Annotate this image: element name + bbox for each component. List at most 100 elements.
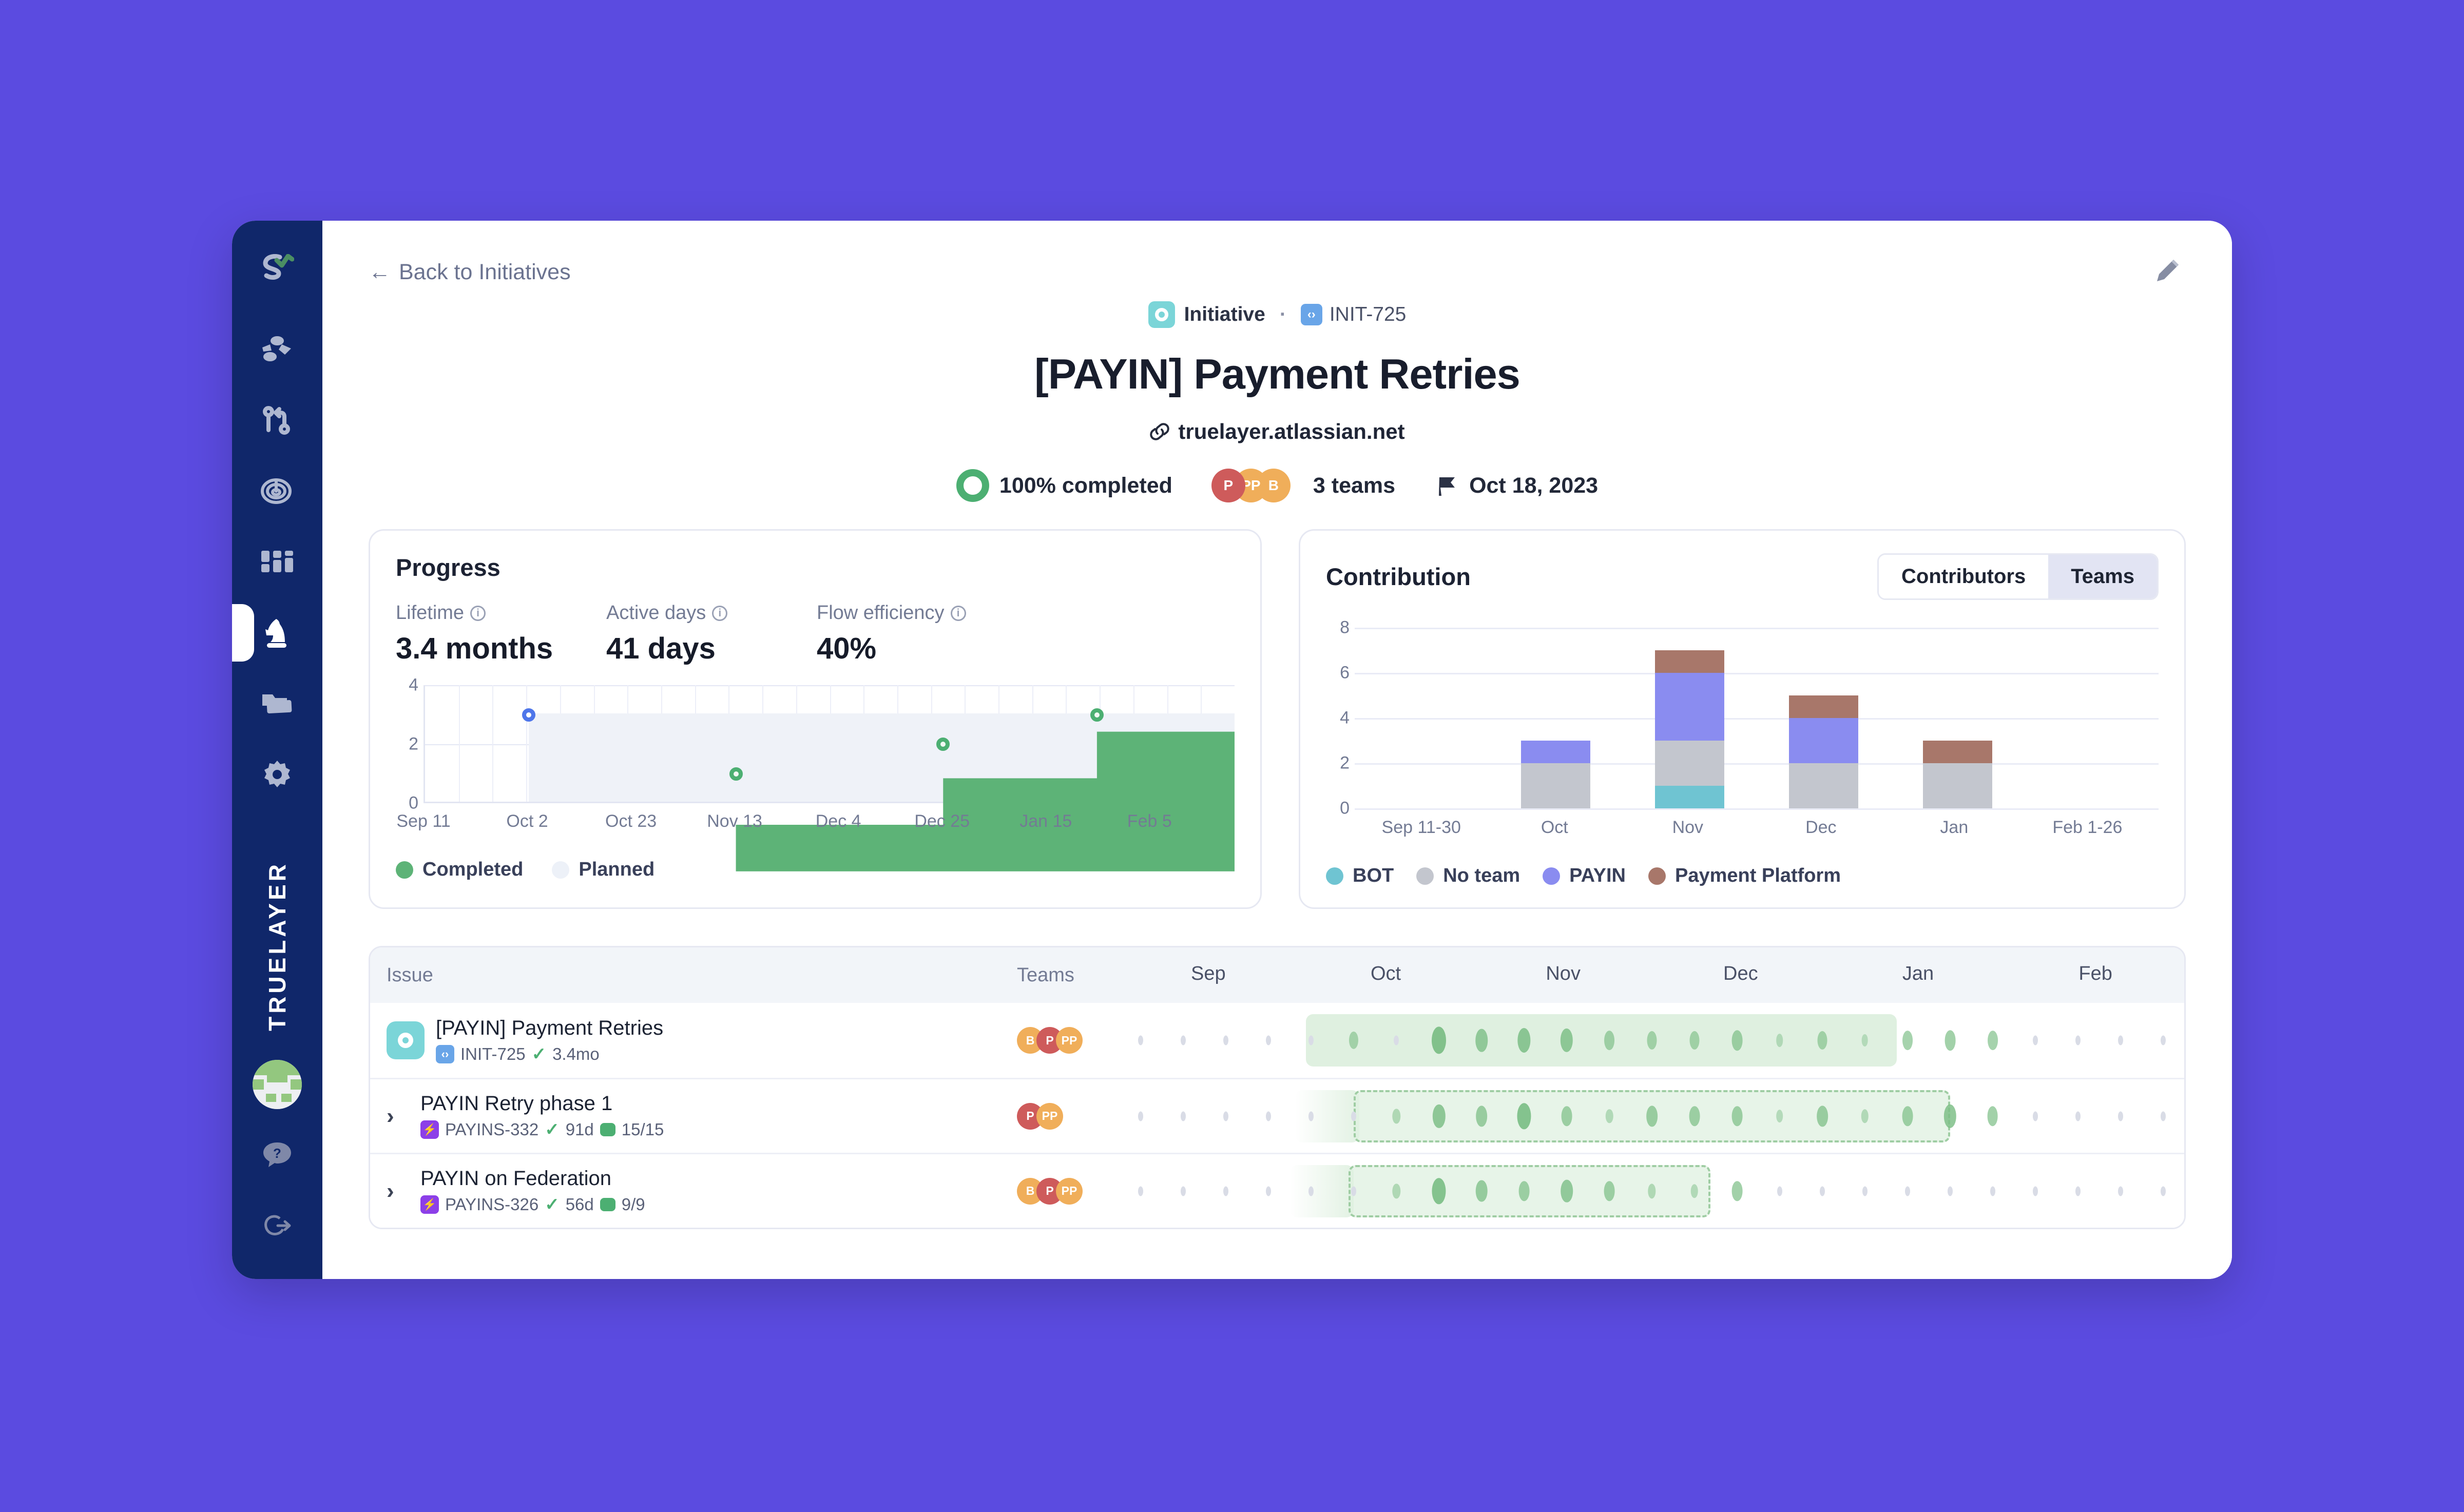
metric-label: Flow efficiency (817, 602, 945, 624)
timeline-dot (1902, 1031, 1913, 1050)
progress-donut-icon (956, 469, 989, 502)
tab-contributors[interactable]: Contributors (1879, 555, 2049, 598)
issue-title[interactable]: PAYIN Retry phase 1 (420, 1092, 613, 1115)
swarmia-logo-icon[interactable] (249, 241, 305, 298)
timeline-dot (1731, 1106, 1743, 1127)
y-tick-label: 0 (409, 793, 418, 813)
progress-card-title: Progress (396, 554, 500, 581)
timeline-dot (1392, 1183, 1400, 1199)
month-label: Sep (1191, 963, 1226, 984)
shapes-icon[interactable] (249, 321, 305, 378)
table-row[interactable]: › PAYIN Retry phase 1 ⚡ PAYINS-332 ✓ 91d 15/15… (370, 1078, 2184, 1153)
issue-cell: › PAYIN on Federation ⚡ PAYINS-326 ✓ 56d 9/9 (370, 1167, 1017, 1215)
date-label: Oct 18, 2023 (1469, 473, 1599, 498)
teams-cell[interactable]: B P PP (1017, 1177, 1120, 1205)
x-tick-label: Nov 13 (707, 811, 762, 831)
gear-icon[interactable] (249, 746, 305, 803)
pencil-icon[interactable] (2149, 253, 2186, 292)
column-header-issue: Issue (387, 964, 433, 986)
timeline-dot (1990, 1186, 1995, 1196)
legend-label: PAYIN (1569, 865, 1626, 886)
chevron-right-icon[interactable]: › (387, 1178, 394, 1204)
gridline (1355, 808, 2159, 810)
legend-swatch (1326, 867, 1343, 885)
timeline-dot (1394, 1035, 1399, 1045)
table-body: [PAYIN] Payment Retries ‹› INIT-725 ✓ 3.4mo B… (370, 1003, 2184, 1228)
timeline-dot (1432, 1177, 1446, 1205)
timeline-dot (1476, 1105, 1487, 1127)
issue-text: PAYIN Retry phase 1 ⚡ PAYINS-332 ✓ 91d 15/15 (420, 1092, 664, 1140)
timeline-dot (1605, 1109, 1613, 1123)
timeline-dot (1776, 1034, 1783, 1047)
bar-column[interactable] (1520, 741, 1591, 808)
bar-column[interactable] (1654, 650, 1725, 808)
timeline-dot (1517, 1028, 1531, 1053)
timeline-dot (2118, 1035, 2123, 1045)
legend-item[interactable]: PAYIN (1543, 865, 1626, 887)
info-icon[interactable]: i (470, 605, 486, 621)
timeline-cell (1120, 1154, 2184, 1228)
teams-cell[interactable]: B P PP (1017, 1027, 1120, 1054)
stats-row: 100% completed P PP B 3 teams Oct 18, 20… (369, 469, 2186, 502)
git-branch-icon[interactable] (249, 392, 305, 449)
timeline-dot (1351, 1186, 1357, 1196)
legend-label: No team (1443, 865, 1520, 886)
question-bubble-icon[interactable]: ? (249, 1127, 305, 1183)
external-link[interactable]: truelayer.atlassian.net (369, 419, 2186, 444)
epic-bolt-icon: ⚡ (420, 1120, 439, 1139)
logout-icon[interactable] (249, 1197, 305, 1254)
bar-column[interactable] (1788, 695, 1859, 808)
sidebar: TRUELAYER ? (232, 221, 322, 1279)
team-avatars[interactable]: P PP B (1211, 469, 1303, 502)
avatar: PP (1036, 1102, 1063, 1130)
avatar[interactable] (253, 1059, 302, 1109)
folders-icon[interactable] (249, 675, 305, 732)
bar-column[interactable] (1922, 741, 1993, 808)
timeline-dot (1308, 1035, 1314, 1045)
timeline-dot (1518, 1180, 1530, 1201)
type-label: Initiative (1184, 303, 1265, 325)
timeline-dot (1904, 1186, 1910, 1196)
x-tick-label: Dec 25 (914, 811, 970, 831)
duration-label: 56d (565, 1195, 594, 1214)
count-label: 15/15 (621, 1120, 664, 1139)
issue-key-label[interactable]: PAYINS-332 (445, 1120, 539, 1139)
legend-planned: Planned (552, 859, 654, 881)
timeline-dot (1648, 1183, 1656, 1199)
info-icon[interactable]: i (950, 605, 966, 621)
issue-key-label[interactable]: INIT-725 (460, 1044, 526, 1063)
bar-segment (1788, 718, 1859, 763)
tab-teams[interactable]: Teams (2048, 555, 2157, 598)
bar-segment (1788, 763, 1859, 808)
legend-item[interactable]: BOT (1326, 865, 1394, 887)
issue-cell: › PAYIN Retry phase 1 ⚡ PAYINS-332 ✓ 91d 15/15 (370, 1092, 1017, 1140)
timeline-cell (1120, 1003, 2184, 1078)
chevron-right-icon[interactable]: › (387, 1103, 394, 1129)
topbar: ← Back to Initiatives (369, 221, 2186, 292)
legend-item[interactable]: No team (1416, 865, 1520, 887)
teams-cell[interactable]: P PP (1017, 1102, 1120, 1130)
legend-item[interactable]: Payment Platform (1648, 865, 1841, 887)
timeline-dot (1647, 1031, 1657, 1050)
kanban-icon[interactable] (249, 534, 305, 590)
table-row[interactable]: › PAYIN on Federation ⚡ PAYINS-326 ✓ 56d 9/9 B P… (370, 1153, 2184, 1228)
timeline-dot (1308, 1186, 1314, 1196)
table-row[interactable]: [PAYIN] Payment Retries ‹› INIT-725 ✓ 3.4mo B… (370, 1003, 2184, 1078)
timeline-dot (2075, 1186, 2081, 1196)
issue-title[interactable]: PAYIN on Federation (420, 1167, 612, 1190)
avatar: P (1211, 469, 1245, 502)
timeline-dot (2118, 1186, 2123, 1196)
issue-key-label[interactable]: PAYINS-326 (445, 1195, 539, 1214)
sidebar-item-initiatives[interactable] (232, 604, 305, 662)
cards-row: Progress Lifetime i 3.4 months Active da… (369, 529, 2186, 909)
contribution-toggle[interactable]: Contributors Teams (1877, 553, 2159, 600)
back-to-initiatives-link[interactable]: ← Back to Initiatives (369, 260, 571, 285)
issue-title[interactable]: [PAYIN] Payment Retries (436, 1016, 664, 1039)
target-icon[interactable] (249, 463, 305, 519)
info-icon[interactable]: i (712, 605, 728, 621)
timeline-dot (1266, 1035, 1272, 1045)
bar-segment (1922, 763, 1993, 808)
y-tick-label: 4 (409, 675, 418, 695)
month-label: Oct (1370, 963, 1401, 984)
issue-key[interactable]: ‹› INIT-725 (1300, 303, 1406, 326)
